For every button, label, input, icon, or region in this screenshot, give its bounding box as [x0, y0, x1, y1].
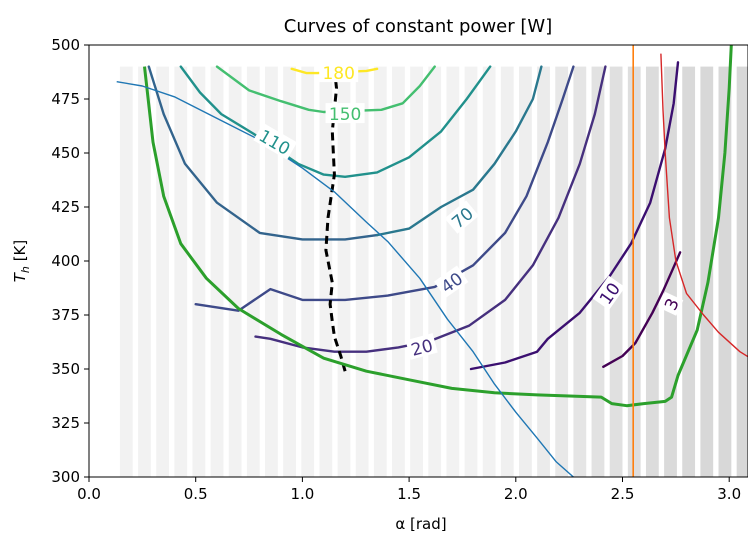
- red-curve-line: [660, 53, 748, 358]
- x-tick-label: 2.0: [504, 485, 528, 503]
- contour-label-bg: [444, 200, 479, 234]
- contour-label-bg: [253, 122, 298, 160]
- contour-label-bg: [434, 265, 469, 299]
- background-bar: [392, 66, 405, 477]
- contour-line: [215, 65, 436, 114]
- chart-title: Curves of constant power [W]: [284, 16, 552, 37]
- contour-label-bg: [592, 275, 626, 311]
- y-tick-label: 425: [51, 198, 80, 216]
- y-axis-label-sub: h: [19, 266, 32, 273]
- background-bar: [428, 66, 442, 477]
- x-axis-ticks: 0.0 0.5 1.0 1.5 2.0 2.5 3.0: [77, 477, 741, 503]
- background-bar: [482, 66, 496, 477]
- y-tick-label: 300: [51, 468, 80, 486]
- contour-label: 180: [322, 64, 354, 84]
- background-bar: [519, 66, 532, 477]
- blue-curve-line: [116, 81, 574, 477]
- contour-label-bg: [325, 103, 365, 124]
- background-bar: [718, 66, 732, 477]
- y-tick-label: 350: [51, 360, 80, 378]
- background-bar: [355, 66, 369, 477]
- contour-line: [194, 65, 575, 312]
- x-tick-label: 2.5: [611, 485, 635, 503]
- contour-label: 150: [329, 105, 361, 125]
- background-bar: [174, 66, 188, 477]
- background-bar: [464, 66, 478, 477]
- background-bar: [210, 66, 224, 477]
- background-bars: [119, 66, 748, 477]
- background-bar: [736, 66, 748, 477]
- y-tick-label: 500: [51, 36, 80, 54]
- background-bar: [500, 66, 514, 477]
- background-bar: [555, 66, 569, 477]
- contour-label-bg: [319, 62, 359, 83]
- background-bar: [192, 66, 206, 477]
- background-bar: [138, 66, 151, 477]
- background-bar: [573, 66, 587, 477]
- x-tick-label: 1.0: [290, 485, 314, 503]
- contour-label-bg: [658, 291, 684, 316]
- background-bar: [119, 66, 133, 477]
- background-bar: [319, 66, 333, 477]
- y-axis-label-unit: [K]: [11, 240, 29, 266]
- background-bar: [700, 66, 714, 477]
- contour-line: [290, 67, 379, 75]
- x-tick-label: 1.5: [397, 485, 421, 503]
- contour-label: 40: [438, 269, 467, 298]
- background-bar: [645, 66, 659, 477]
- contour-line: [375, 65, 543, 237]
- contour-line: [469, 61, 680, 371]
- background-bar: [682, 66, 696, 477]
- x-axis-label: α [rad]: [395, 515, 446, 533]
- y-tick-label: 475: [51, 90, 80, 108]
- x-tick-label: 0.5: [184, 485, 208, 503]
- y-tick-label: 375: [51, 306, 80, 324]
- y-axis-label-main: T: [11, 271, 29, 282]
- background-bar: [410, 66, 423, 477]
- plot-lines: [116, 45, 748, 477]
- y-axis-ticks: 300 325 350 375 400 425 450 475 500: [51, 36, 89, 486]
- contour-line: [147, 65, 379, 241]
- background-bar: [591, 66, 605, 477]
- background-bar: [337, 66, 351, 477]
- y-tick-label: 400: [51, 252, 80, 270]
- background-bar: [537, 66, 550, 477]
- background-bar: [283, 66, 296, 477]
- contour-label-bg: [405, 333, 438, 360]
- background-bar: [373, 66, 387, 477]
- background-bar: [156, 66, 170, 477]
- background-bar: [246, 66, 260, 477]
- x-tick-label: 0.0: [77, 485, 101, 503]
- y-tick-label: 325: [51, 414, 80, 432]
- green-boundary-line: [143, 45, 733, 408]
- x-tick-label: 3.0: [717, 485, 741, 503]
- y-tick-label: 450: [51, 144, 80, 162]
- contour-line: [602, 251, 682, 368]
- optimum-line: [324, 68, 347, 372]
- background-bar: [627, 66, 641, 477]
- background-bar: [301, 66, 315, 477]
- y-axis-label: Th [K]: [11, 240, 32, 282]
- background-bar: [609, 66, 623, 477]
- background-bar: [228, 66, 242, 477]
- background-bar: [265, 66, 278, 477]
